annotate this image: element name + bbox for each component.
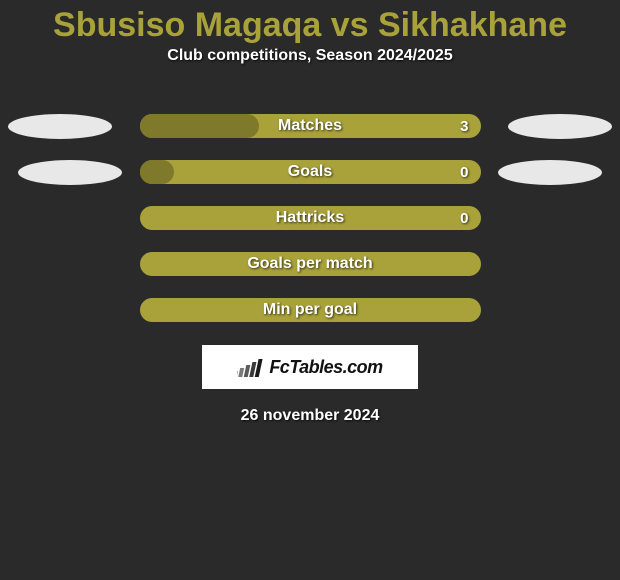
stat-label: Min per goal bbox=[263, 301, 357, 319]
bar-fill bbox=[140, 160, 174, 184]
logo-text: FcTables.com bbox=[269, 357, 382, 378]
left-ellipse bbox=[18, 160, 122, 185]
bar-overlay: Hattricks bbox=[140, 206, 481, 230]
bar-overlay: Min per goal bbox=[140, 298, 481, 322]
bar-track: Goals per match bbox=[140, 252, 481, 276]
stat-label: Goals per match bbox=[247, 255, 372, 273]
stat-label: Goals bbox=[288, 163, 332, 181]
stat-value: 0 bbox=[460, 160, 468, 184]
bar-track: Matches 3 bbox=[140, 114, 481, 138]
logo-inner: FcTables.com bbox=[237, 357, 382, 378]
stat-label: Matches bbox=[278, 117, 342, 135]
stat-label: Hattricks bbox=[276, 209, 344, 227]
bar-track: Goals 0 bbox=[140, 160, 481, 184]
date-line: 26 november 2024 bbox=[0, 407, 620, 425]
stat-value: 0 bbox=[460, 206, 468, 230]
bar-track: Min per goal bbox=[140, 298, 481, 322]
logo-bars-icon bbox=[237, 357, 265, 377]
page-title: Sbusiso Magaqa vs Sikhakhane bbox=[0, 0, 620, 47]
bar-overlay: Goals per match bbox=[140, 252, 481, 276]
stat-row: Goals per match bbox=[0, 241, 620, 287]
right-ellipse bbox=[498, 160, 602, 185]
logo-box: FcTables.com bbox=[202, 345, 418, 389]
bar-overlay: Goals bbox=[140, 160, 481, 184]
subtitle: Club competitions, Season 2024/2025 bbox=[0, 47, 620, 65]
left-ellipse bbox=[8, 114, 112, 139]
stat-row: Goals 0 bbox=[0, 149, 620, 195]
stat-row: Min per goal bbox=[0, 287, 620, 333]
right-ellipse bbox=[508, 114, 612, 139]
bar-fill bbox=[140, 114, 259, 138]
stat-row: Hattricks 0 bbox=[0, 195, 620, 241]
bar-track: Hattricks 0 bbox=[140, 206, 481, 230]
stat-row: Matches 3 bbox=[0, 103, 620, 149]
stat-value: 3 bbox=[460, 114, 468, 138]
stats-container: Matches 3 Goals 0 Hattricks 0 Goals per match M… bbox=[0, 103, 620, 333]
